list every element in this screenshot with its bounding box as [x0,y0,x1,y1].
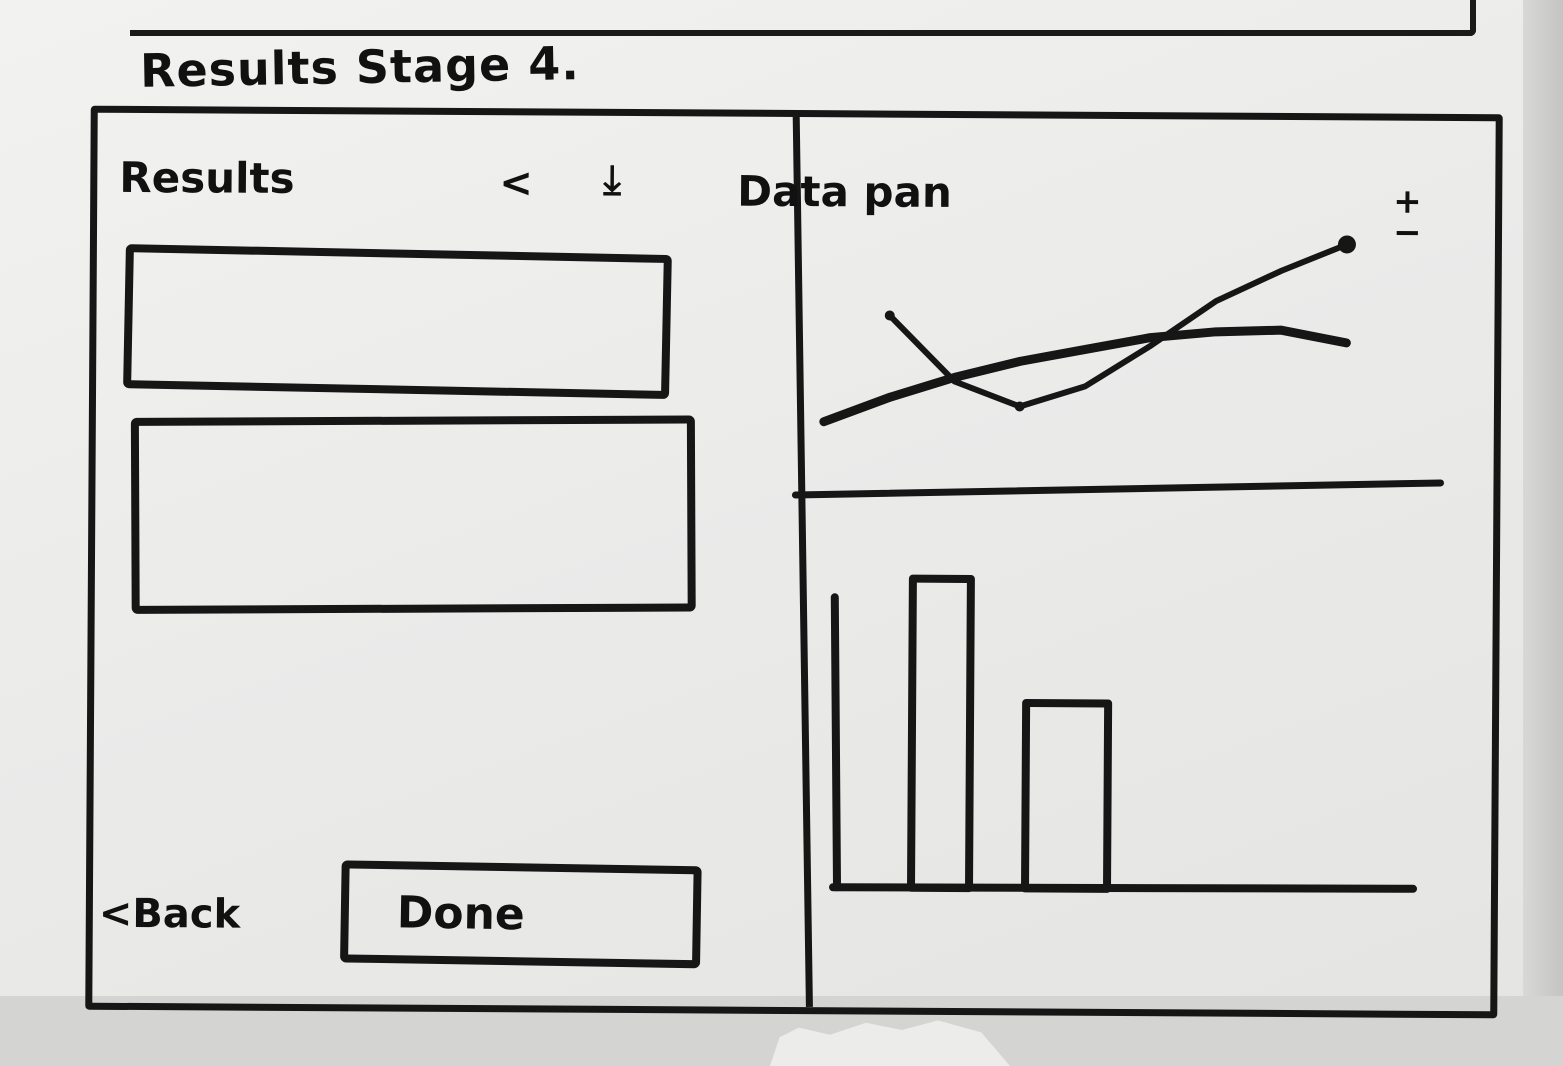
line-series-1 [819,325,1351,427]
line-point [1337,235,1356,254]
paper-edge [1523,0,1563,1066]
line-series-2 [886,241,1350,410]
bar-y-axis [830,593,842,892]
bar [907,574,975,893]
app-window: Results < ⤓ <Back Done Data pan + − [85,105,1503,1019]
bar [1021,698,1113,893]
previous-sketch-edge [130,0,1476,36]
stage-title: Results Stage 4. [139,36,581,98]
data-charts [791,235,1444,893]
chart-separator [791,479,1444,499]
line-point [884,310,895,321]
line-point [1014,401,1025,412]
